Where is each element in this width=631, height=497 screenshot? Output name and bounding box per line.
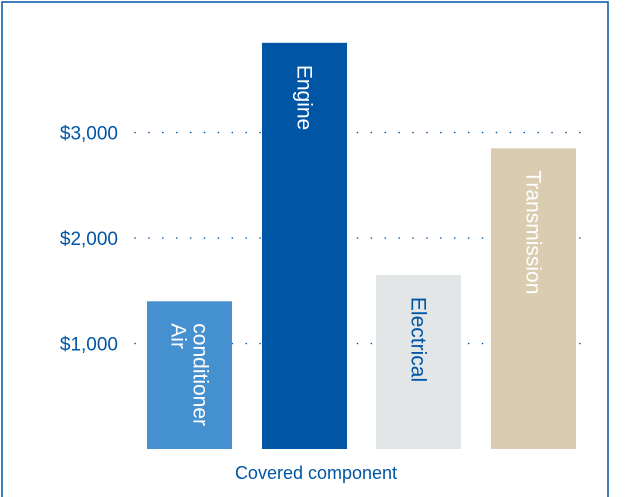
- bar: [491, 148, 576, 449]
- bar: [262, 42, 347, 449]
- bar-label-line: Transmission: [522, 170, 545, 294]
- y-tick-label: $1,000: [60, 335, 118, 356]
- y-tick-label: $3,000: [60, 124, 118, 145]
- y-axis-ticks: $1,000 $2,000 $3,000: [60, 124, 118, 356]
- bar-label: Electrical: [407, 297, 430, 382]
- frame-border-line: [1, 1, 609, 497]
- bar-label-line: Electrical: [407, 297, 430, 382]
- bar-label: Transmission: [522, 170, 545, 294]
- bar: [376, 274, 461, 449]
- bar: [147, 301, 232, 449]
- bar-label: Airconditioner: [167, 323, 212, 426]
- y-tick-label: $2,000: [60, 229, 118, 250]
- bar-label-line: conditioner: [189, 323, 212, 426]
- frame-border: [1, 1, 609, 497]
- bars: Airconditioner Engine Electrical Transmissi…: [147, 42, 576, 449]
- x-axis-label: Covered component: [235, 463, 397, 483]
- bar-label-line: Engine: [293, 65, 316, 130]
- bar-label-line: Air: [167, 323, 190, 349]
- bar-label: Engine: [293, 65, 316, 130]
